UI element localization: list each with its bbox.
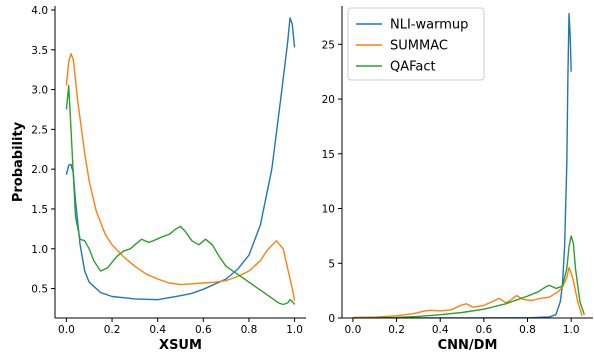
series-line-nli-warmup xyxy=(65,17,296,301)
series-line-qafact xyxy=(352,235,585,318)
x-tick-label: 0.0 xyxy=(58,324,75,336)
x-tick-label: 0.6 xyxy=(195,324,212,336)
legend-box xyxy=(347,7,485,81)
x-tick-label: 0.8 xyxy=(241,324,258,336)
y-tick-label: 5 xyxy=(328,258,335,270)
y-tick-label: 25 xyxy=(322,39,335,51)
y-tick-label: 2.5 xyxy=(31,124,48,136)
x-axis-title: XSUM xyxy=(159,338,202,353)
series-line-summac xyxy=(65,53,296,301)
y-tick-label: 20 xyxy=(322,94,335,106)
x-tick-label: 0.6 xyxy=(476,324,493,336)
x-axis-title: CNN/DM xyxy=(438,338,498,353)
series-line-summac xyxy=(352,266,583,318)
series-line-qafact xyxy=(65,84,296,306)
y-tick-label: 4.0 xyxy=(31,5,48,17)
y-tick-label: 0 xyxy=(328,313,335,325)
y-tick-label: 2.0 xyxy=(31,164,48,176)
series-group-left xyxy=(65,17,296,306)
y-tick-label: 1.5 xyxy=(31,204,48,216)
y-tick-label: 1.0 xyxy=(31,244,48,256)
y-tick-label: 3.5 xyxy=(31,45,48,57)
x-tick-label: 0.4 xyxy=(149,324,166,336)
y-tick-label: 15 xyxy=(322,149,335,161)
x-tick-label: 1.0 xyxy=(286,324,303,336)
legend-label-nli-warmup: NLI-warmup xyxy=(390,18,468,33)
y-tick-label: 0.5 xyxy=(31,284,48,296)
x-tick-label: 1.0 xyxy=(563,324,580,336)
x-tick-label: 0.0 xyxy=(345,324,362,336)
x-tick-label: 0.4 xyxy=(432,324,449,336)
legend: NLI-warmup SUMMAC QAFact xyxy=(347,7,485,81)
x-tick-label: 0.2 xyxy=(388,324,405,336)
panel-right: 0.0 0.2 0.4 0.6 0.8 1.0 0 5 10 15 20 25 CNN/DM NLI-wa… xyxy=(322,6,593,353)
legend-label-summac: SUMMAC xyxy=(390,39,448,54)
y-tick-label: 10 xyxy=(322,204,335,216)
x-tick-label: 0.8 xyxy=(519,324,536,336)
y-axis-title: Probability xyxy=(11,121,26,202)
panel-left: 0.0 0.2 0.4 0.6 0.8 1.0 0.5 1.0 1.5 2.0 2.5 3.0 3.5 4… xyxy=(11,5,306,353)
y-tick-label: 3.0 xyxy=(31,85,48,97)
x-tick-label: 0.2 xyxy=(104,324,121,336)
legend-label-qafact: QAFact xyxy=(390,60,436,75)
